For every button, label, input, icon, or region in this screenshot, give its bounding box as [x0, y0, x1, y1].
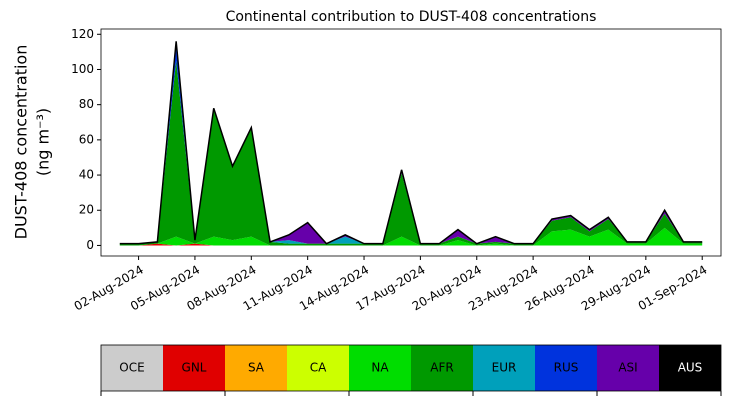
area	[119, 41, 703, 245]
y-tick-label: 80	[79, 97, 94, 111]
legend-swatch	[411, 345, 473, 391]
legend-swatch	[473, 345, 535, 391]
y-tick-label: 120	[71, 27, 94, 41]
y-tick-label: 100	[71, 62, 94, 76]
legend-label: ASI	[618, 361, 637, 375]
legend-swatch	[349, 345, 411, 391]
y-axis-label: DUST-408 concentration	[12, 45, 31, 240]
y-tick-label: 40	[79, 168, 94, 182]
y-axis-label: (ng m⁻³)	[34, 108, 53, 176]
legend-label: GNL	[182, 361, 207, 375]
legend-frame	[100, 344, 722, 392]
legend-label: OCE	[119, 361, 144, 375]
legend-label: AFR	[430, 361, 453, 375]
legend-label: SA	[248, 361, 265, 375]
chart-title: Continental contribution to DUST-408 con…	[226, 9, 597, 25]
area	[119, 243, 703, 246]
y-tick-label: 20	[79, 203, 94, 217]
legend-swatch	[163, 345, 225, 391]
plot-frame	[100, 28, 722, 257]
legend-swatch	[101, 345, 163, 391]
legend-label: AUS	[678, 361, 703, 375]
y-tick-label: 60	[79, 132, 94, 146]
legend-label: NA	[371, 361, 389, 375]
legend-swatch	[659, 345, 721, 391]
area	[119, 227, 703, 246]
legend-swatch	[535, 345, 597, 391]
legend-label: CA	[310, 361, 327, 375]
legend-label: RUS	[554, 361, 579, 375]
legend-swatch	[225, 345, 287, 391]
legend-swatch	[597, 345, 659, 391]
y-tick-label: 0	[86, 238, 94, 252]
legend-label: EUR	[492, 361, 517, 375]
legend-swatch	[287, 345, 349, 391]
